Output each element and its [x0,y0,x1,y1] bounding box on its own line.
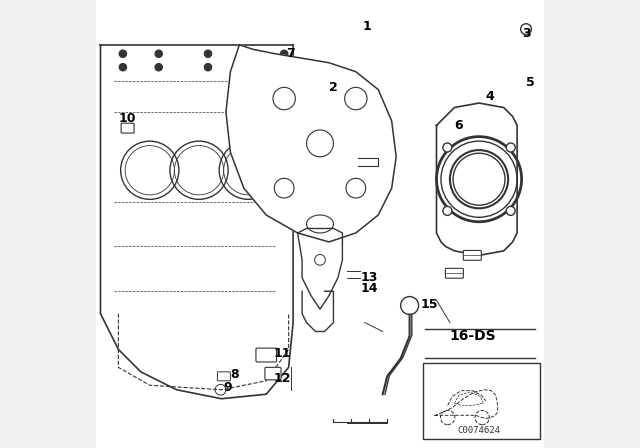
Text: 16-DS: 16-DS [449,329,495,343]
Text: 4: 4 [486,90,495,103]
Text: C0074624: C0074624 [458,426,500,435]
Text: 12: 12 [273,372,291,385]
Circle shape [155,50,163,57]
FancyBboxPatch shape [218,372,230,381]
Circle shape [443,143,452,152]
Circle shape [280,64,288,71]
Circle shape [119,64,127,71]
FancyBboxPatch shape [256,348,276,362]
Circle shape [119,50,127,57]
FancyBboxPatch shape [463,250,481,260]
Circle shape [506,207,515,215]
Circle shape [204,50,212,57]
Text: 3: 3 [522,27,531,40]
FancyBboxPatch shape [423,363,540,439]
Text: 11: 11 [273,347,291,361]
FancyBboxPatch shape [121,123,134,133]
Polygon shape [226,45,396,242]
Circle shape [249,50,257,57]
Circle shape [280,50,288,57]
Text: 15: 15 [421,298,438,311]
Text: 8: 8 [230,367,239,381]
Text: 14: 14 [360,282,378,296]
FancyBboxPatch shape [445,268,463,278]
Text: 2: 2 [329,81,338,94]
Text: 1: 1 [363,20,371,34]
Text: 5: 5 [526,76,535,90]
Circle shape [443,207,452,215]
Text: 9: 9 [224,381,232,394]
Text: 13: 13 [360,271,378,284]
Circle shape [249,64,257,71]
Circle shape [506,143,515,152]
Circle shape [204,64,212,71]
FancyBboxPatch shape [96,0,544,448]
Circle shape [155,64,163,71]
FancyBboxPatch shape [265,367,281,380]
Text: 10: 10 [118,112,136,125]
Text: 7: 7 [287,47,295,60]
Text: 6: 6 [454,119,463,132]
